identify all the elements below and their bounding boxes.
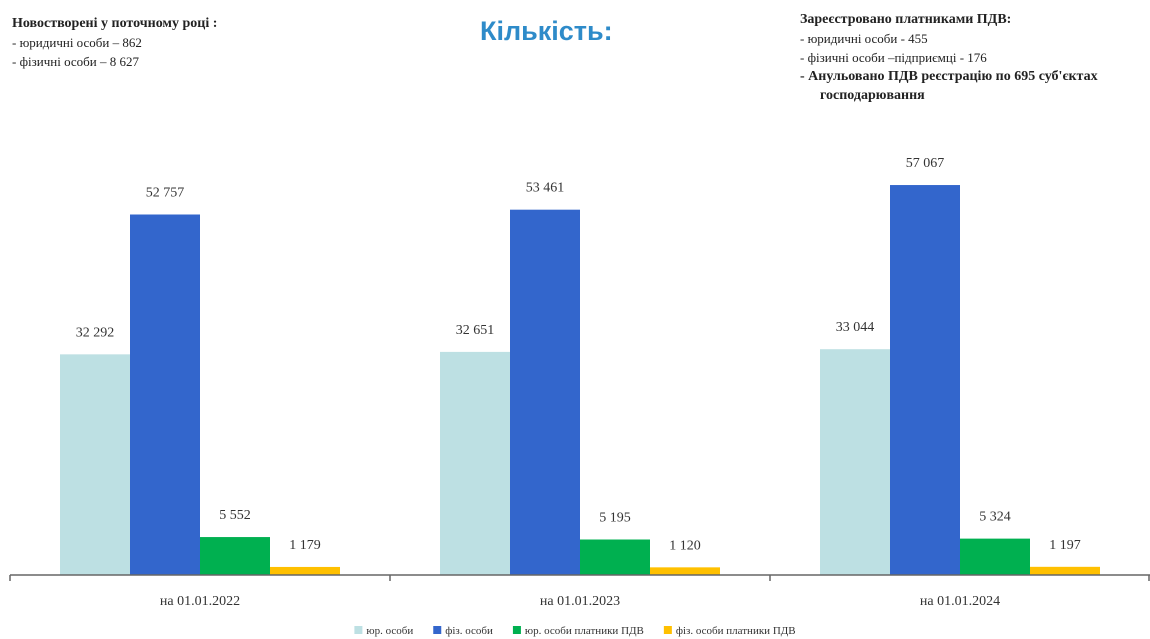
bar	[200, 537, 270, 575]
data-label: 1 120	[669, 538, 701, 553]
bar	[60, 354, 130, 575]
bar	[130, 214, 200, 575]
bar	[510, 209, 580, 575]
data-label: 1 179	[289, 538, 321, 553]
annotation-item: - фізичні особи –підприємці - 176	[800, 50, 987, 65]
data-label: 5 552	[219, 508, 251, 523]
legend-label: фіз. особи платники ПДВ	[676, 625, 796, 637]
legend-swatch	[663, 626, 672, 634]
data-label: 32 292	[76, 325, 115, 340]
data-label: 5 324	[979, 510, 1011, 525]
data-label: 1 197	[1049, 538, 1081, 553]
data-label: 5 195	[599, 511, 631, 526]
legend-label: фіз. особи	[445, 625, 493, 637]
data-label: 52 757	[146, 185, 185, 200]
chart-title: Кількість:	[480, 16, 613, 46]
data-label: 57 067	[906, 156, 945, 171]
legend-swatch	[354, 626, 363, 634]
x-tick-label: на 01.01.2022	[160, 594, 240, 609]
legend-label: юр. особи	[366, 625, 413, 637]
bar	[270, 566, 340, 575]
bar	[890, 185, 960, 575]
legend-label: юр. особи платники ПДВ	[525, 625, 644, 637]
annotation-item: - юридичні особи - 455	[800, 31, 928, 46]
annotation-item: - Анульовано ПДВ реєстрацію по 695 суб'є…	[800, 69, 1098, 103]
x-tick-label: на 01.01.2024	[920, 594, 1000, 609]
annotation: Новостворені у поточному році : - юридич…	[12, 14, 217, 71]
bar	[580, 539, 650, 575]
data-label: 53 461	[526, 181, 565, 196]
annotation-title: Зареєстровано платниками ПДВ:	[800, 12, 1012, 27]
x-tick-label: на 01.01.2023	[540, 594, 620, 609]
legend-swatch	[512, 626, 521, 634]
bar	[440, 351, 510, 575]
bar	[1030, 566, 1100, 575]
annotation: Зареєстровано платниками ПДВ: - юридичні…	[800, 10, 1120, 105]
legend-swatch	[433, 626, 442, 634]
annotation-title: Новостворені у поточному році :	[12, 16, 218, 31]
data-label: 32 651	[456, 323, 495, 338]
annotation-item: - юридичні особи – 862	[12, 35, 142, 50]
bar	[960, 538, 1030, 575]
bar	[650, 567, 720, 575]
bar	[820, 349, 890, 575]
annotation-item: - фізичні особи – 8 627	[12, 54, 139, 69]
data-label: 33 044	[836, 320, 875, 335]
